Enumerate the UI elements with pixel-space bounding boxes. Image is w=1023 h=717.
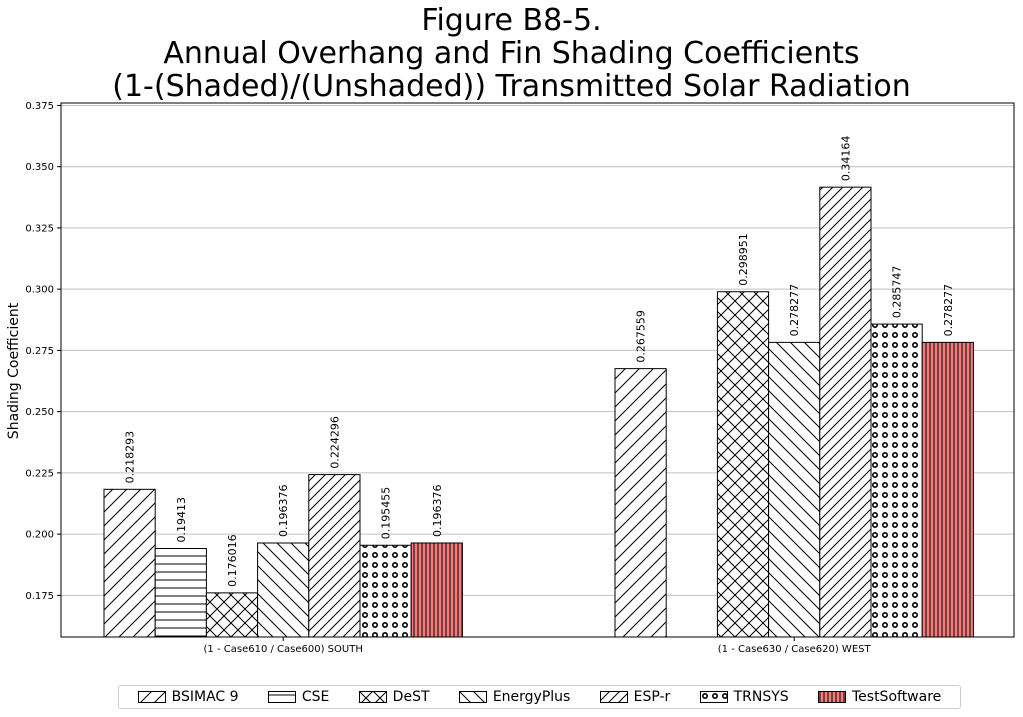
bar-esp-r-south bbox=[308, 474, 361, 638]
legend-swatch bbox=[699, 691, 728, 703]
legend-swatch bbox=[358, 691, 387, 703]
legend-swatch bbox=[817, 691, 846, 703]
bar-value-label: 0.195455 bbox=[380, 487, 393, 540]
bar-dest-south bbox=[205, 592, 259, 638]
chart-title-line-3: (1-(Shaded)/(Unshaded)) Transmitted Sola… bbox=[112, 69, 911, 104]
bar-testsoftware-south bbox=[410, 542, 463, 638]
x-axis: (1 - Case610 / Case600) SOUTH (1 - Case63… bbox=[204, 637, 872, 655]
bar-value-label: 0.298951 bbox=[737, 233, 750, 286]
value-labels: 0.218293 0.19413 0.176016 0.196376 0.224296 0… bbox=[124, 136, 955, 587]
bar-bsimac-9-south bbox=[103, 488, 156, 638]
legend-swatch bbox=[599, 691, 628, 703]
y-tick-label: 0.300 bbox=[25, 285, 54, 296]
plot-frame bbox=[60, 102, 1015, 638]
legend: BSIMAC 9 CSE DeST EnergyPlus ESP-r TRNSYS Test… bbox=[118, 685, 961, 709]
bar-testsoftware-west bbox=[921, 341, 974, 638]
legend-item-cse: CSE bbox=[267, 689, 330, 705]
chart-title-line-2: Annual Overhang and Fin Shading Coeffici… bbox=[163, 36, 860, 71]
y-axis: 0.175 0.200 0.225 0.250 0.275 0.300 0.325 0.350… bbox=[25, 101, 61, 602]
bar-value-label: 0.278277 bbox=[788, 284, 801, 337]
x-tick-label: (1 - Case610 / Case600) SOUTH bbox=[204, 644, 363, 655]
y-tick-label: 0.325 bbox=[25, 223, 54, 234]
legend-item-trnsys: TRNSYS bbox=[699, 689, 789, 705]
legend-label: TRNSYS bbox=[733, 689, 789, 705]
bar-value-label: 0.34164 bbox=[839, 136, 852, 182]
legend-swatch bbox=[458, 691, 487, 703]
bar-value-label: 0.19413 bbox=[175, 497, 188, 543]
y-tick-label: 0.250 bbox=[25, 407, 54, 418]
chart-title-line-1: Figure B8-5. bbox=[421, 3, 602, 38]
y-tick-label: 0.200 bbox=[25, 530, 54, 541]
legend-label: TestSoftware bbox=[851, 689, 942, 705]
legend-item-energyplus: EnergyPlus bbox=[458, 689, 571, 705]
bar-value-label: 0.285747 bbox=[891, 266, 904, 319]
y-axis-label: Shading Coefficient bbox=[6, 302, 22, 439]
x-tick-label: (1 - Case630 / Case620) WEST bbox=[718, 644, 872, 655]
bar-value-label: 0.196376 bbox=[277, 484, 290, 537]
bar-value-label: 0.196376 bbox=[431, 484, 444, 537]
y-tick-label: 0.375 bbox=[25, 101, 54, 112]
bar-trnsys-south bbox=[359, 544, 412, 638]
bar-trnsys-west bbox=[870, 323, 923, 638]
bar-cse-south bbox=[154, 547, 207, 638]
y-tick-label: 0.225 bbox=[25, 468, 54, 479]
bar-esp-r-west bbox=[819, 186, 872, 638]
legend-item-esp-r: ESP-r bbox=[599, 689, 671, 705]
y-tick-label: 0.175 bbox=[25, 591, 54, 602]
bar-value-label: 0.278277 bbox=[942, 284, 955, 337]
legend-item-dest: DeST bbox=[358, 689, 430, 705]
bar-value-label: 0.224296 bbox=[328, 416, 341, 469]
legend-item-bsimac-9: BSIMAC 9 bbox=[137, 689, 239, 705]
legend-item-testsoftware: TestSoftware bbox=[817, 689, 942, 705]
legend-label: DeST bbox=[392, 689, 430, 705]
bar-value-label: 0.218293 bbox=[124, 431, 137, 484]
legend-label: CSE bbox=[301, 689, 330, 705]
legend-label: ESP-r bbox=[633, 689, 671, 705]
bars bbox=[103, 186, 974, 638]
bar-value-label: 0.267559 bbox=[635, 310, 648, 363]
bar-value-label: 0.176016 bbox=[226, 534, 239, 587]
bar-bsimac-9-west bbox=[614, 368, 667, 638]
bar-energyplus-west bbox=[768, 341, 821, 638]
bar-dest-west bbox=[716, 291, 770, 638]
y-tick-label: 0.350 bbox=[25, 162, 54, 173]
y-tick-label: 0.275 bbox=[25, 346, 54, 357]
legend-swatch bbox=[267, 691, 296, 703]
bar-energyplus-south bbox=[257, 542, 310, 638]
legend-label: BSIMAC 9 bbox=[171, 689, 239, 705]
legend-label: EnergyPlus bbox=[492, 689, 571, 705]
legend-swatch bbox=[137, 691, 166, 703]
